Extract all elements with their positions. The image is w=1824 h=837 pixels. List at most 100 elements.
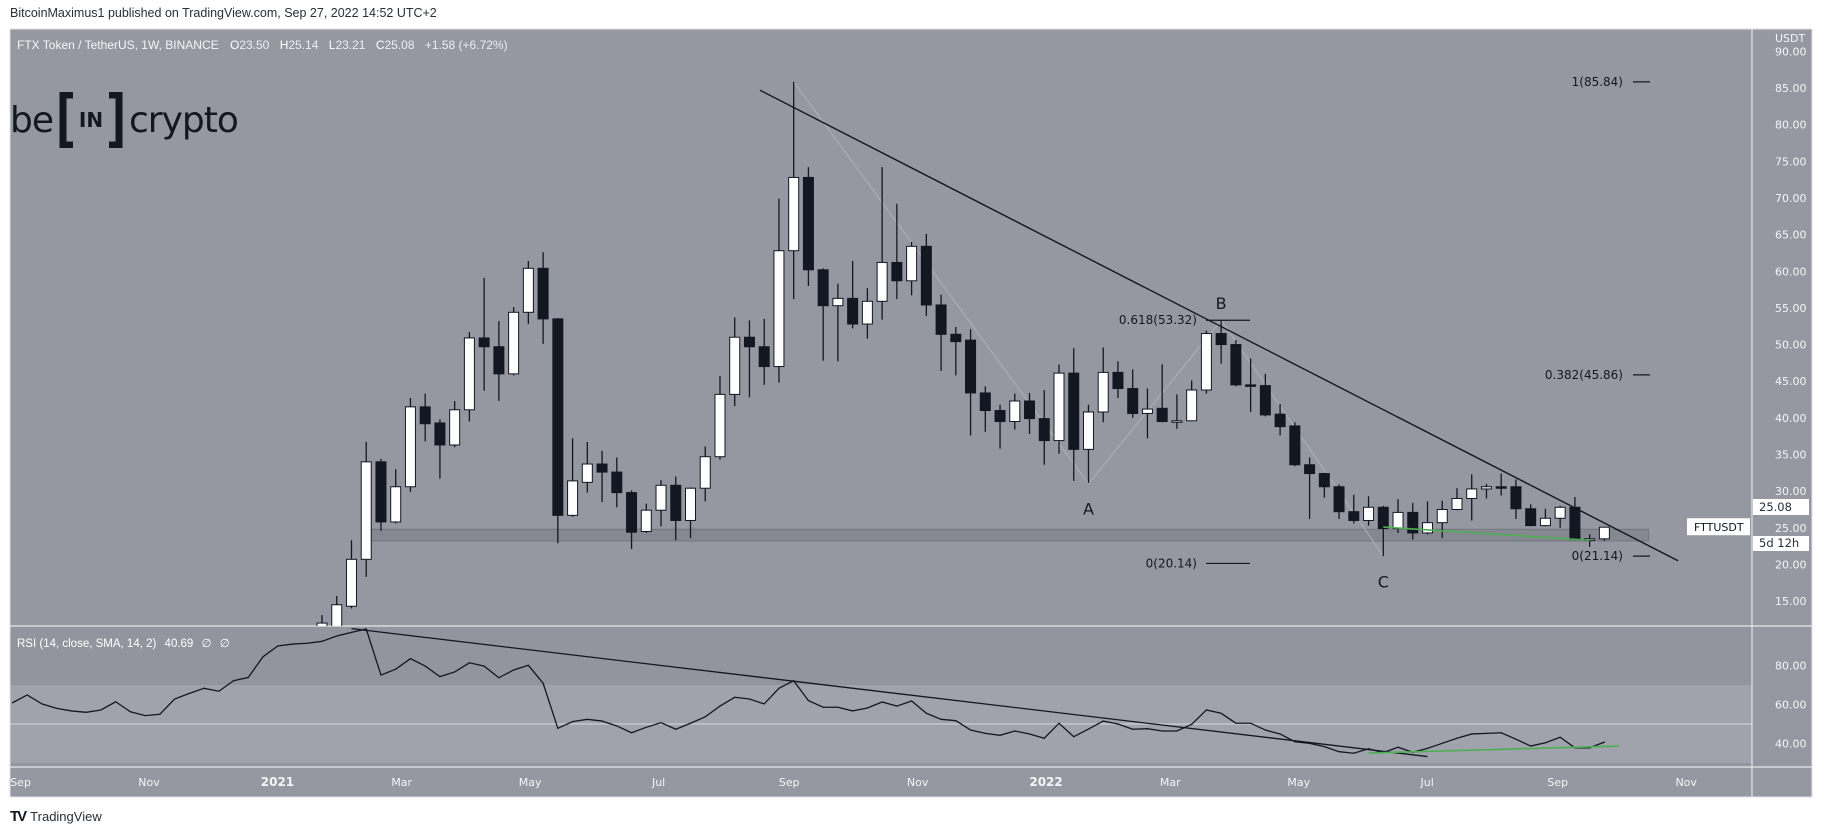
- candle[interactable]: [743, 320, 755, 398]
- candle[interactable]: [596, 450, 608, 503]
- candle[interactable]: [1466, 474, 1478, 521]
- candle[interactable]: [1215, 320, 1227, 364]
- candle[interactable]: [611, 457, 623, 508]
- candle[interactable]: [1112, 361, 1124, 399]
- candle[interactable]: [581, 442, 593, 493]
- candle[interactable]: [1451, 488, 1463, 511]
- symbol-tag[interactable]: FTTUSDT: [1694, 521, 1744, 534]
- candle[interactable]: [758, 318, 770, 385]
- candle[interactable]: [1186, 380, 1198, 422]
- candle[interactable]: [699, 446, 711, 502]
- candle[interactable]: [788, 81, 800, 300]
- candle[interactable]: [478, 277, 490, 391]
- candle[interactable]: [449, 400, 461, 448]
- candle[interactable]: [1245, 358, 1257, 412]
- candle[interactable]: [1097, 347, 1109, 423]
- price-axis[interactable]: [1752, 29, 1812, 767]
- fib-level-label[interactable]: 0(20.14): [1146, 556, 1197, 570]
- candle[interactable]: [1259, 373, 1271, 417]
- candle[interactable]: [1127, 369, 1139, 418]
- candle[interactable]: [419, 393, 431, 442]
- candle[interactable]: [537, 252, 549, 344]
- candle[interactable]: [861, 288, 873, 339]
- symbol-name[interactable]: FTX Token / TetherUS, 1W, BINANCE: [17, 38, 219, 52]
- candle[interactable]: [1525, 504, 1537, 527]
- candle[interactable]: [1436, 500, 1448, 539]
- candle[interactable]: [1363, 496, 1375, 526]
- candle[interactable]: [1141, 388, 1153, 439]
- candle[interactable]: [1318, 472, 1330, 498]
- candle[interactable]: [1200, 330, 1212, 394]
- candle[interactable]: [1009, 393, 1021, 430]
- candle[interactable]: [1053, 364, 1065, 454]
- candle[interactable]: [567, 438, 579, 517]
- candle[interactable]: [404, 398, 416, 492]
- time-axis[interactable]: [10, 767, 1812, 797]
- candle[interactable]: [1038, 389, 1050, 465]
- candle[interactable]: [390, 469, 402, 524]
- candle[interactable]: [1289, 422, 1301, 467]
- candle[interactable]: [626, 490, 638, 550]
- candle[interactable]: [316, 615, 328, 645]
- candle[interactable]: [434, 419, 446, 479]
- candle[interactable]: [935, 294, 947, 371]
- rsi-title[interactable]: RSI (14, close, SMA, 14, 2): [17, 638, 157, 650]
- candle[interactable]: [1510, 479, 1522, 520]
- candle[interactable]: [1230, 340, 1242, 387]
- candle[interactable]: [832, 283, 844, 362]
- candle[interactable]: [802, 167, 814, 286]
- candle[interactable]: [729, 317, 741, 407]
- candle[interactable]: [1598, 526, 1610, 541]
- candle[interactable]: [463, 332, 475, 422]
- candle[interactable]: [876, 167, 888, 320]
- fib-level-label[interactable]: 0(21.14): [1572, 549, 1623, 563]
- candle[interactable]: [1333, 484, 1345, 520]
- candle[interactable]: [1348, 494, 1360, 524]
- candle[interactable]: [1156, 364, 1168, 423]
- candle[interactable]: [891, 203, 903, 300]
- candle[interactable]: [714, 376, 726, 460]
- candle[interactable]: [979, 386, 991, 432]
- candle[interactable]: [1377, 505, 1389, 557]
- candle[interactable]: [1274, 403, 1286, 436]
- candle[interactable]: [655, 480, 667, 527]
- candle[interactable]: [817, 268, 829, 361]
- candle[interactable]: [994, 404, 1006, 449]
- rsi-green-support-line[interactable]: [1368, 745, 1620, 754]
- candle[interactable]: [685, 487, 696, 539]
- candle[interactable]: [1304, 457, 1316, 520]
- candle[interactable]: [1480, 483, 1492, 499]
- candle[interactable]: [1422, 501, 1433, 535]
- candle[interactable]: [522, 260, 534, 325]
- candle[interactable]: [773, 198, 785, 383]
- fib-level-label[interactable]: 0.382(45.86): [1545, 368, 1623, 382]
- candle[interactable]: [1068, 348, 1080, 481]
- candle[interactable]: [1495, 473, 1507, 496]
- candle[interactable]: [965, 329, 977, 436]
- candle[interactable]: [1554, 505, 1566, 528]
- candle[interactable]: [670, 476, 682, 541]
- fib-level-label[interactable]: 1(85.84): [1572, 75, 1623, 89]
- candle[interactable]: [1024, 392, 1036, 434]
- candle[interactable]: [906, 241, 918, 296]
- candle[interactable]: [375, 458, 387, 531]
- candle[interactable]: [1407, 502, 1419, 540]
- candle[interactable]: [331, 595, 343, 630]
- candle[interactable]: [493, 321, 505, 401]
- abc-wave-zigzag[interactable]: [793, 81, 1384, 557]
- candle[interactable]: [640, 503, 652, 533]
- fib-level-label[interactable]: 0.618(53.32): [1119, 313, 1197, 327]
- candle[interactable]: [950, 326, 962, 376]
- price-pane[interactable]: [10, 29, 1752, 626]
- candle[interactable]: [360, 442, 372, 577]
- candle[interactable]: [552, 318, 564, 544]
- rsi-descending-trendline[interactable]: [351, 627, 1428, 758]
- candle[interactable]: [1082, 404, 1094, 484]
- candle[interactable]: [920, 233, 932, 316]
- candle[interactable]: [508, 307, 520, 376]
- green-support-line[interactable]: [1383, 526, 1590, 542]
- candle[interactable]: [847, 260, 859, 329]
- candle[interactable]: [1171, 394, 1183, 429]
- descending-resistance-line[interactable]: [759, 89, 1679, 562]
